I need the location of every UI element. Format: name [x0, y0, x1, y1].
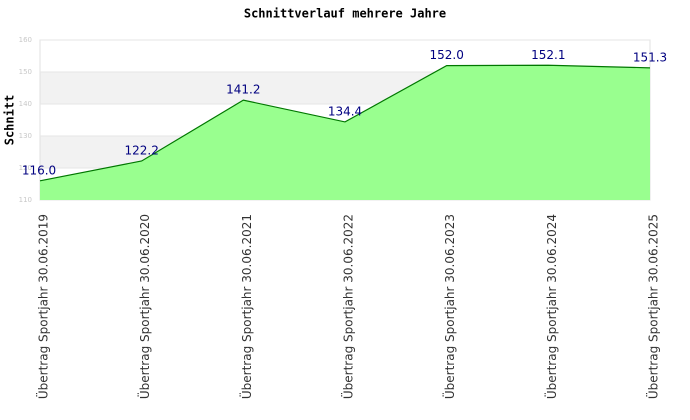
y-tick-label: 110 — [19, 196, 32, 204]
x-tick-label: Übertrag Sportjahr 30.06.2019 — [35, 214, 51, 399]
data-label: 116.0 — [22, 163, 56, 177]
data-label: 141.2 — [226, 83, 260, 97]
data-label: 122.2 — [124, 143, 158, 157]
x-tick-label: Übertrag Sportjahr 30.06.2020 — [136, 214, 152, 399]
area-fill — [40, 65, 650, 200]
y-tick-label: 160 — [19, 36, 32, 44]
data-label: 151.3 — [633, 50, 667, 64]
area-line — [39, 64, 651, 182]
data-label: 134.4 — [328, 104, 362, 118]
x-tick-label: Übertrag Sportjahr 30.06.2025 — [645, 214, 661, 399]
y-tick-label: 140 — [19, 100, 32, 108]
y-axis-label: Schnitt — [3, 95, 17, 146]
x-tick-label: Übertrag Sportjahr 30.06.2021 — [238, 214, 254, 399]
y-tick-label: 150 — [19, 68, 32, 76]
chart-title: Schnittverlauf mehrere Jahre — [244, 7, 446, 21]
x-tick-label: Übertrag Sportjahr 30.06.2024 — [543, 214, 559, 399]
data-label: 152.1 — [531, 48, 565, 62]
x-tick-label: Übertrag Sportjahr 30.06.2023 — [441, 214, 457, 399]
y-tick-label: 120 — [19, 164, 32, 172]
data-label: 152.0 — [429, 48, 463, 62]
x-tick-label: Übertrag Sportjahr 30.06.2022 — [340, 214, 356, 399]
y-tick-label: 130 — [19, 132, 32, 140]
